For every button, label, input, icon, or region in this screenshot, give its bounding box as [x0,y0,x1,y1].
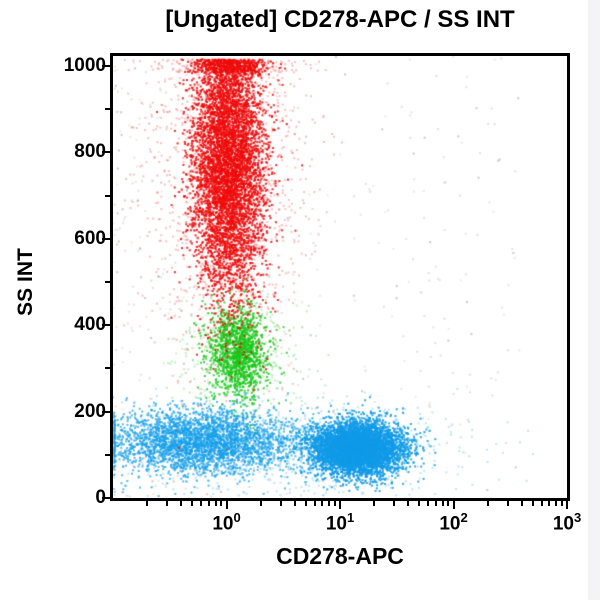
y-major-tick [102,237,110,240]
x-minor-tick [441,501,444,506]
x-minor-tick [191,501,194,506]
x-tick-label: 100 [212,510,241,535]
x-minor-tick [418,501,421,506]
y-tick-label: 1000 [63,54,106,76]
x-minor-tick [214,501,217,506]
x-tick-label: 101 [325,510,355,535]
x-minor-tick [304,501,307,506]
y-major-tick [102,497,110,499]
x-minor-tick [321,501,324,506]
x-minor-tick [531,501,534,506]
x-minor-tick [540,501,543,506]
x-minor-tick [279,501,282,506]
x-minor-tick [373,501,376,506]
y-major-tick [102,324,110,327]
plot-area-frame[interactable] [110,53,570,501]
x-minor-tick [333,501,336,506]
y-tick-label: 200 [74,400,106,422]
y-major-tick [102,64,110,67]
y-minor-tick [105,194,110,197]
x-minor-tick [180,501,183,506]
x-minor-tick [407,501,410,506]
y-minor-tick [105,367,110,370]
x-major-tick [566,501,568,509]
x-minor-tick [393,501,396,506]
y-tick-label: 600 [74,227,106,249]
x-minor-tick [220,501,223,506]
x-minor-tick [434,501,437,506]
x-minor-tick [259,501,262,506]
x-minor-tick [328,501,330,506]
y-major-tick [102,410,110,413]
x-minor-tick [200,501,203,506]
x-tick-label: 103 [552,510,582,535]
x-major-tick [452,501,455,509]
y-major-tick [102,151,110,154]
y-tick-label: 0 [95,487,106,508]
x-minor-tick [548,501,551,506]
x-minor-tick [427,501,430,506]
y-minor-tick [105,108,110,111]
x-minor-tick [313,501,316,506]
x-major-tick [225,501,228,509]
x-minor-tick [207,501,210,506]
x-minor-tick [146,501,149,506]
y-minor-tick [105,453,110,456]
x-tick-label: 102 [439,510,468,535]
x-minor-tick [560,501,563,506]
y-tick-label: 800 [74,141,106,163]
y-tick-label: 400 [74,314,106,336]
y-minor-tick [105,280,110,283]
x-minor-tick [166,501,169,506]
x-major-tick [339,501,341,509]
x-minor-tick [447,501,450,506]
x-minor-tick [520,501,523,506]
x-minor-tick [293,501,296,506]
x-minor-tick [555,501,557,506]
x-minor-tick [506,501,509,506]
x-minor-tick [486,501,489,506]
